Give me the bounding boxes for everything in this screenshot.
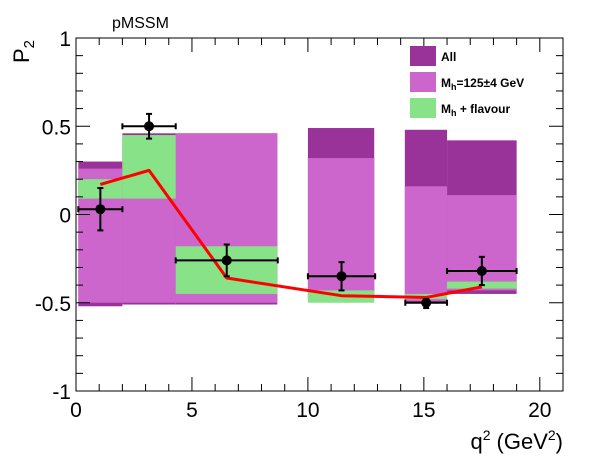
prediction-line-layer xyxy=(99,168,483,299)
axes-layer xyxy=(75,37,564,392)
x-axis-title-units: (GeV xyxy=(497,429,549,454)
y-tick-label: -0.5 xyxy=(35,293,71,316)
y-tick-label: 0 xyxy=(59,205,71,228)
marker xyxy=(476,265,487,276)
legend: All Mh=125±4 GeV Mh + flavour xyxy=(410,46,524,118)
data-point-0 xyxy=(77,187,124,232)
x-tick-label: 0 xyxy=(70,399,82,422)
y-axis-title: P2 xyxy=(9,40,38,63)
prediction-line xyxy=(99,168,483,299)
legend-label-all-main: All xyxy=(441,50,456,64)
bar-mh-flavour-1 xyxy=(122,135,176,199)
data-point-3 xyxy=(306,261,377,292)
legend-label-mh-flavour: Mh + flavour xyxy=(441,102,511,118)
y-tick-label: 0.5 xyxy=(42,116,71,139)
data-point-5 xyxy=(446,255,518,287)
marker xyxy=(336,271,347,282)
legend-label-mh: Mh=125±4 GeV xyxy=(441,76,524,92)
y-tick-label: -1 xyxy=(52,381,71,404)
x-axis-title-main: q xyxy=(470,429,482,454)
x-axis-title-close: ) xyxy=(556,429,563,454)
x-axis-title-sup: 2 xyxy=(483,427,491,443)
tick-labels-layer: 0 5 10 15 20 -1 -0.5 0 0.5 1 xyxy=(35,28,552,422)
data-point-2 xyxy=(174,243,279,278)
legend-label-mh-flavour-rest: + flavour xyxy=(457,102,511,116)
legend-label-mh-main: M xyxy=(441,76,451,90)
x-tick-label: 20 xyxy=(528,399,551,422)
data-point-4 xyxy=(404,297,449,310)
marker xyxy=(144,121,155,132)
legend-label-all: All xyxy=(441,50,456,64)
legend-swatch-mh xyxy=(410,72,436,92)
x-tick-label: 15 xyxy=(412,399,435,422)
legend-label-mh-flavour-main: M xyxy=(441,102,451,116)
y-tick-label: 1 xyxy=(59,28,71,51)
y-axis-title-sub: 2 xyxy=(21,40,38,48)
x-axis-title-units-sup: 2 xyxy=(548,427,556,443)
legend-label-mh-sub: h xyxy=(451,82,457,92)
bar-mh-4 xyxy=(404,186,448,301)
y-axis-title-main: P xyxy=(9,48,34,63)
data-point-1 xyxy=(121,112,177,140)
legend-swatch-all xyxy=(410,46,436,66)
x-tick-label: 5 xyxy=(186,399,198,422)
legend-label-mh-flavour-sub: h xyxy=(451,108,457,118)
marker xyxy=(95,204,106,215)
legend-label-mh-rest: =125±4 GeV xyxy=(457,76,525,90)
data-points-layer xyxy=(77,112,518,310)
marker xyxy=(221,255,232,266)
x-tick-label: 10 xyxy=(296,399,319,422)
legend-swatch-mh-flavour xyxy=(410,98,436,118)
x-axis-title: q2 (GeV2) xyxy=(470,427,563,454)
plot-title: pMSSM xyxy=(112,15,169,32)
marker xyxy=(421,297,432,308)
